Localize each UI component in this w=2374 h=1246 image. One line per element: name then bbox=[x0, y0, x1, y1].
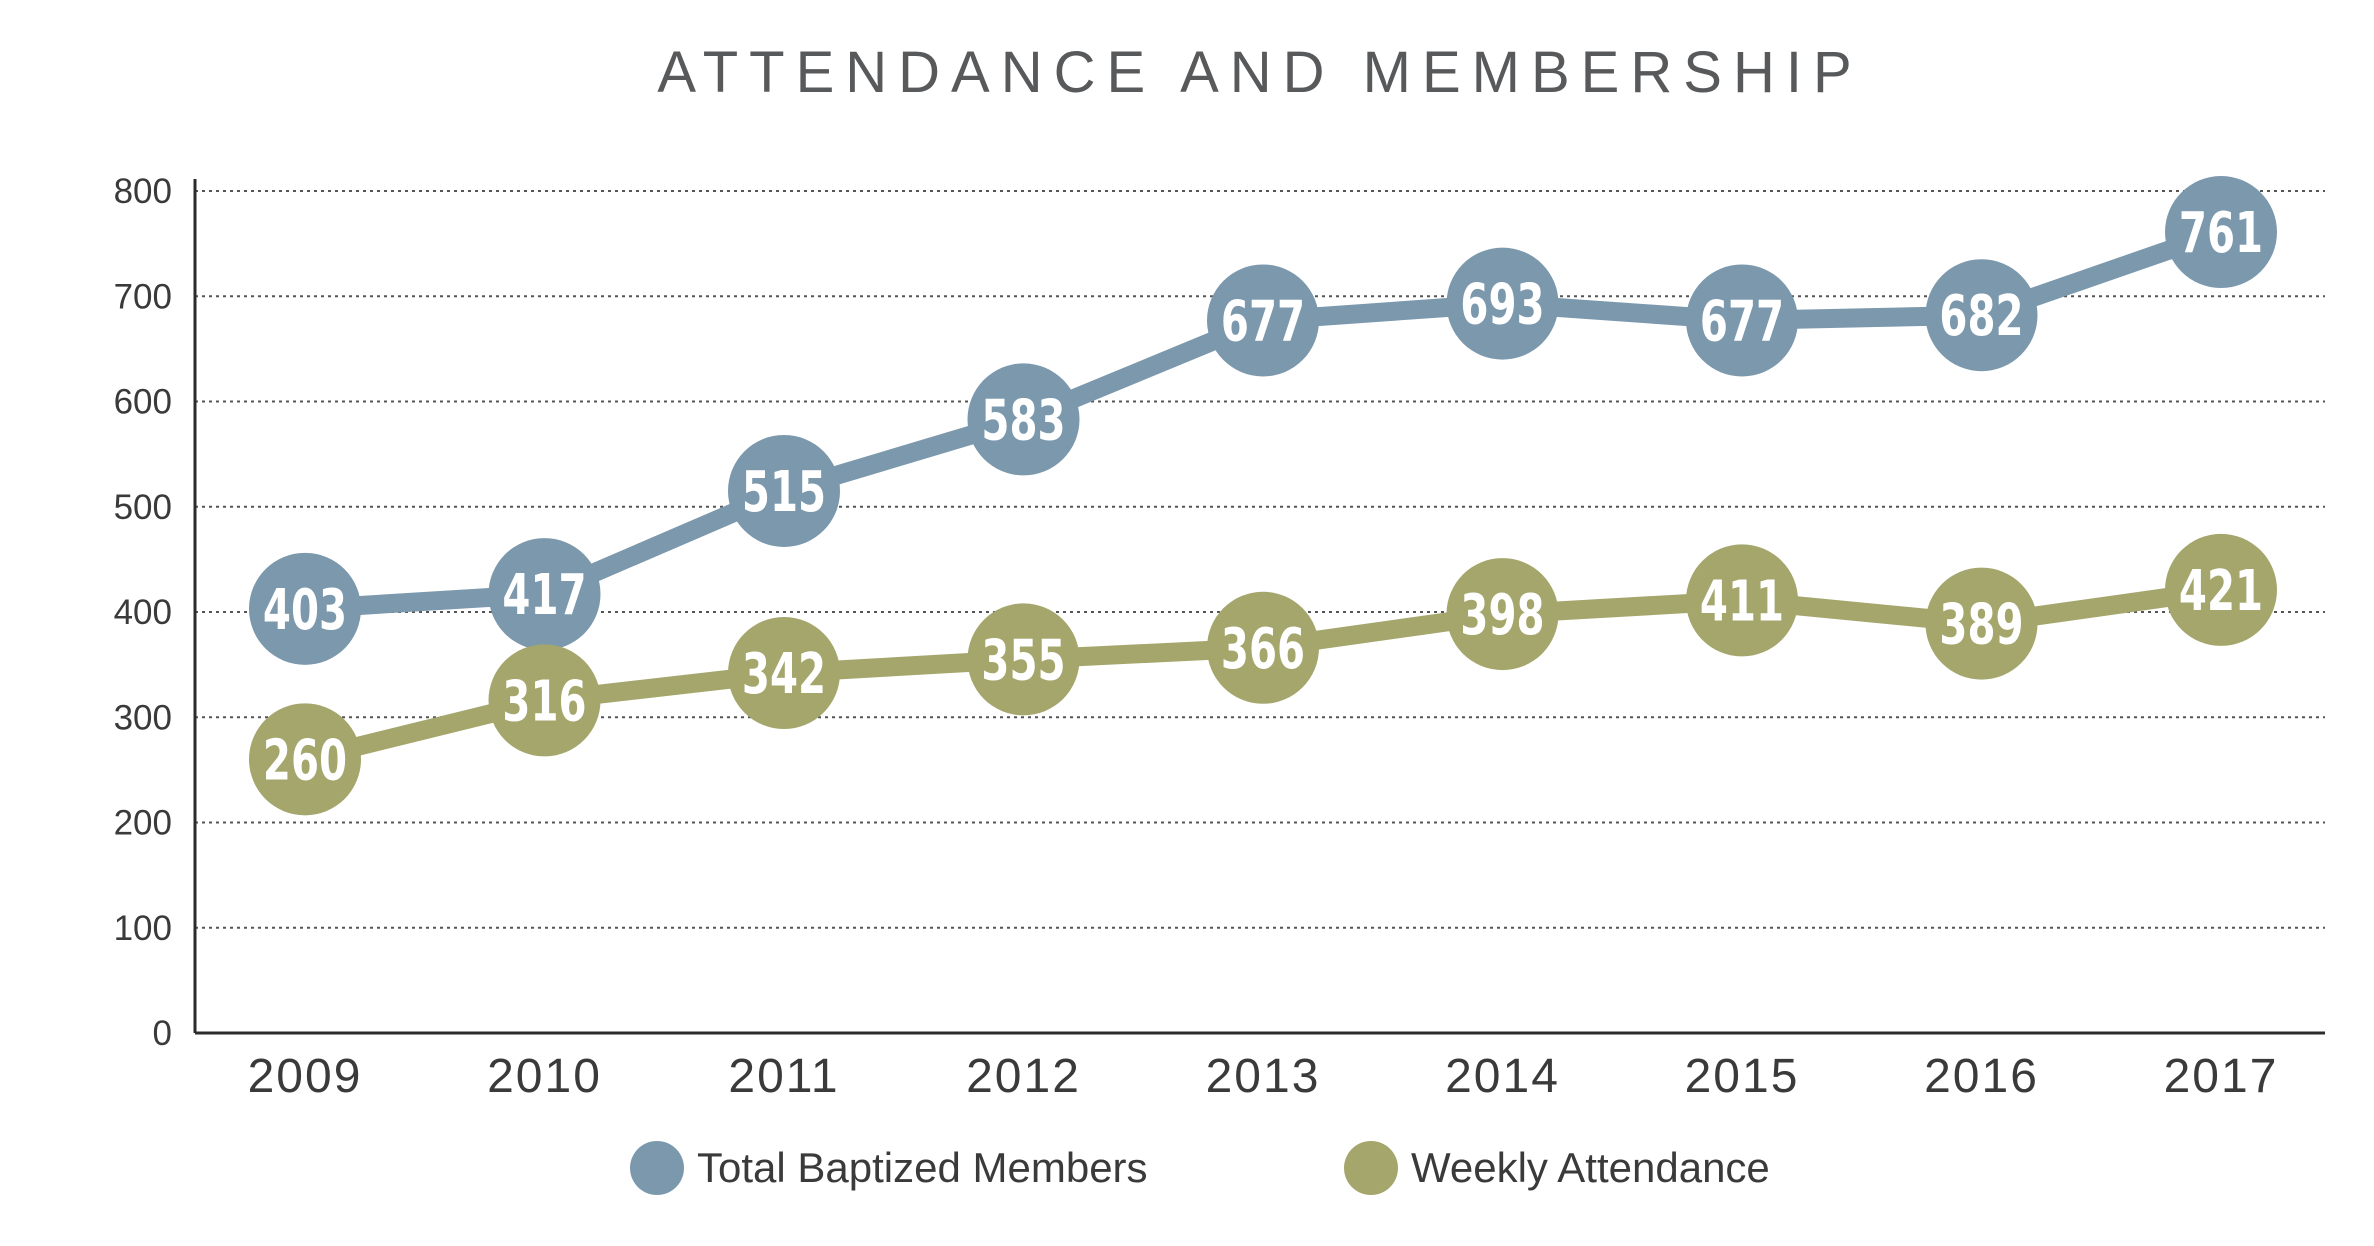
data-point-marker bbox=[1207, 264, 1319, 377]
x-tick-label: 2009 bbox=[248, 1050, 363, 1103]
y-tick-label: 700 bbox=[114, 277, 172, 316]
data-point-label: 677 bbox=[1221, 289, 1305, 354]
y-tick-label: 400 bbox=[114, 593, 172, 632]
data-point-marker bbox=[2165, 533, 2277, 646]
data-point-label: 398 bbox=[1460, 582, 1544, 647]
data-point-marker bbox=[728, 434, 840, 547]
data-point-marker bbox=[1207, 591, 1319, 704]
data-point-label: 316 bbox=[502, 669, 586, 734]
data-point-marker bbox=[967, 363, 1080, 476]
data-point-label: 583 bbox=[981, 388, 1065, 453]
y-axis-ticks: 0 100 200 300 400 500 600 700 800 bbox=[114, 172, 172, 1053]
data-point-label: 260 bbox=[263, 728, 347, 793]
data-point-marker bbox=[488, 644, 601, 757]
data-point-marker bbox=[967, 603, 1080, 716]
data-points: 403 417 515 583 677 693 677 682 761 260 316 342 355 3… bbox=[249, 176, 2277, 816]
y-tick-label: 0 bbox=[153, 1014, 172, 1053]
x-tick-label: 2015 bbox=[1685, 1050, 1800, 1103]
data-point-marker bbox=[249, 703, 361, 816]
data-point-label: 515 bbox=[742, 459, 826, 524]
x-tick-label: 2017 bbox=[2164, 1050, 2279, 1103]
legend: Total Baptized Members Weekly Attendance bbox=[630, 1141, 1770, 1195]
legend-swatch bbox=[1344, 1141, 1398, 1195]
y-tick-label: 600 bbox=[114, 383, 172, 422]
y-tick-label: 200 bbox=[114, 804, 172, 843]
legend-label: Total Baptized Members bbox=[697, 1144, 1148, 1191]
legend-label: Weekly Attendance bbox=[1411, 1144, 1770, 1191]
data-point-marker bbox=[1686, 264, 1798, 377]
x-tick-label: 2016 bbox=[1924, 1050, 2039, 1103]
y-tick-label: 800 bbox=[114, 172, 172, 211]
data-point-label: 761 bbox=[2179, 200, 2263, 265]
data-point-marker bbox=[1686, 544, 1798, 657]
data-point-marker bbox=[1446, 558, 1559, 671]
axes bbox=[193, 179, 2325, 1035]
data-point-marker bbox=[249, 552, 361, 665]
data-point-label: 417 bbox=[502, 562, 586, 627]
data-point-marker bbox=[1925, 567, 2038, 680]
data-point-marker bbox=[728, 617, 840, 730]
y-tick-label: 500 bbox=[114, 488, 172, 527]
data-point-label: 366 bbox=[1221, 616, 1305, 681]
y-tick-label: 300 bbox=[114, 698, 172, 737]
data-point-label: 677 bbox=[1700, 289, 1784, 354]
data-point-label: 411 bbox=[1700, 569, 1784, 634]
data-point-label: 403 bbox=[263, 577, 347, 642]
y-tick-label: 100 bbox=[114, 909, 172, 948]
data-point-label: 693 bbox=[1460, 272, 1544, 337]
x-tick-label: 2010 bbox=[487, 1050, 602, 1103]
data-point-label: 421 bbox=[2179, 558, 2263, 623]
chart-title: ATTENDANCE AND MEMBERSHIP bbox=[657, 40, 1862, 105]
data-point-label: 355 bbox=[981, 628, 1065, 693]
x-tick-label: 2011 bbox=[728, 1050, 839, 1103]
data-point-label: 342 bbox=[742, 641, 826, 706]
x-axis-ticks: 2009 2010 2011 2012 2013 2014 2015 2016 2017 bbox=[248, 1050, 2279, 1103]
data-point-marker bbox=[2165, 176, 2277, 289]
legend-swatch bbox=[630, 1141, 684, 1195]
data-point-marker bbox=[1925, 259, 2038, 372]
data-point-label: 389 bbox=[1939, 592, 2023, 657]
x-tick-label: 2014 bbox=[1445, 1050, 1560, 1103]
data-point-label: 682 bbox=[1939, 284, 2023, 349]
x-tick-label: 2012 bbox=[966, 1050, 1081, 1103]
x-tick-label: 2013 bbox=[1206, 1050, 1321, 1103]
data-point-marker bbox=[1446, 247, 1559, 360]
data-point-marker bbox=[488, 538, 601, 651]
